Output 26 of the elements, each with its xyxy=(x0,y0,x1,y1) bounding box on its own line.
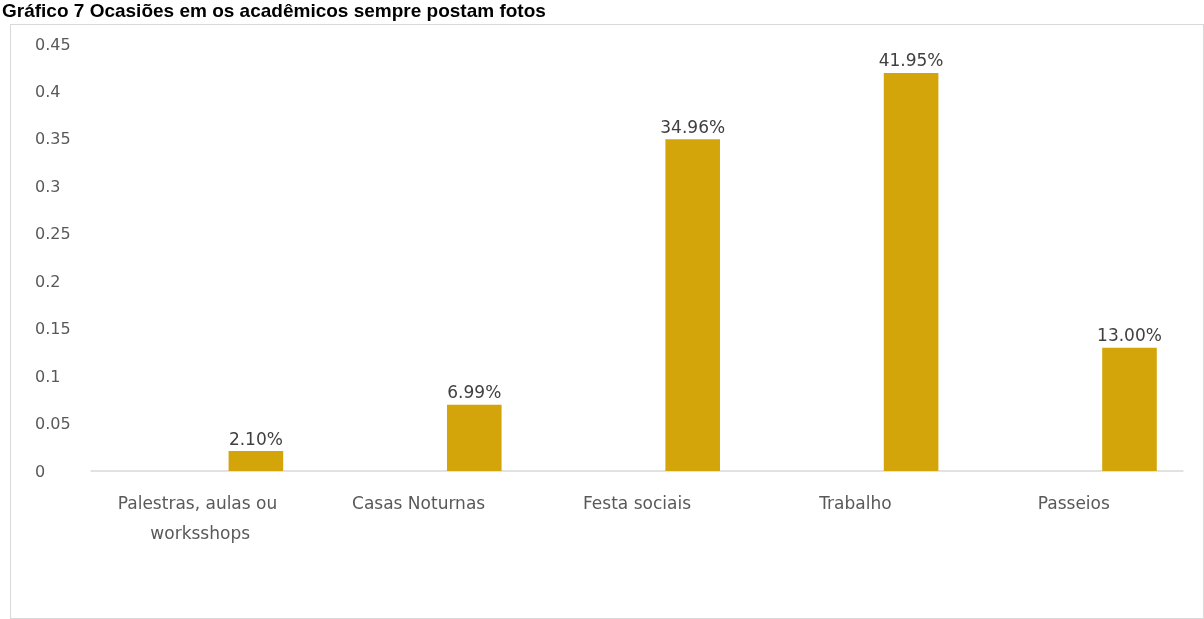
x-tick-label: Palestras, aulas ou worksshops xyxy=(117,493,283,543)
y-tick-label: 0 xyxy=(35,461,46,481)
y-tick-label: 0.05 xyxy=(35,414,71,434)
data-label: 6.99% xyxy=(447,382,502,403)
y-tick-label: 0.45 xyxy=(35,34,71,54)
bar xyxy=(446,404,502,471)
y-tick-label: 0.25 xyxy=(35,224,71,244)
bar xyxy=(665,139,720,471)
x-tick-label: Festa sociais xyxy=(583,493,692,513)
y-tick-label: 0.35 xyxy=(35,129,71,149)
data-label: 2.10% xyxy=(228,428,283,449)
bar xyxy=(883,72,939,471)
x-tick-label: Casas Noturnas xyxy=(352,493,486,513)
bar xyxy=(1102,347,1157,471)
chart-title: Gráfico 7 Ocasiões em os acadêmicos sempre postam fotos xyxy=(2,0,546,22)
y-tick-label: 0.4 xyxy=(35,81,61,101)
y-tick-label: 0.2 xyxy=(35,271,61,291)
y-tick-label: 0.1 xyxy=(35,366,61,386)
bar xyxy=(228,451,284,471)
y-tick-label: 0.3 xyxy=(35,176,61,196)
data-label: 41.95% xyxy=(878,50,944,71)
data-label: 13.00% xyxy=(1097,325,1162,346)
x-tick-label: Trabalho xyxy=(818,493,892,513)
data-label: 34.96% xyxy=(660,116,726,137)
x-tick-label: Passeios xyxy=(1037,493,1110,513)
y-tick-label: 0.15 xyxy=(35,319,71,339)
